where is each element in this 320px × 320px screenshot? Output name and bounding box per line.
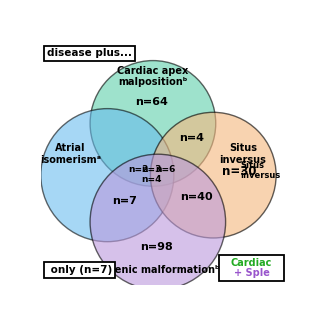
Text: disease plus...: disease plus... [47,48,132,58]
Text: n=3: n=3 [141,165,162,174]
Circle shape [41,108,174,242]
FancyBboxPatch shape [220,255,284,281]
Text: n=4: n=4 [141,175,162,184]
Text: n=2: n=2 [128,165,148,174]
Circle shape [150,112,276,238]
Text: n=4: n=4 [179,133,204,143]
Text: n=6: n=6 [156,165,176,174]
Text: Situs: Situs [240,161,264,170]
Text: only (n=7): only (n=7) [47,265,112,275]
Text: n=98: n=98 [140,242,173,252]
Text: Splenic malformationᵇ: Splenic malformationᵇ [97,265,219,275]
Circle shape [90,154,226,290]
Text: n=30: n=30 [222,165,256,178]
Text: Cardiac apex
malpositionᵇ: Cardiac apex malpositionᵇ [117,66,188,87]
Text: n=7: n=7 [112,196,137,206]
Text: + Sple: + Sple [234,268,269,278]
Text: n=40: n=40 [180,192,213,202]
Text: Situs
inversus: Situs inversus [220,143,266,165]
Text: n=64: n=64 [135,98,168,108]
Circle shape [90,60,216,186]
Text: Atrial
isomerismᵃ: Atrial isomerismᵃ [40,143,101,165]
Text: Cardiac: Cardiac [231,259,272,268]
Text: inversus: inversus [240,171,281,180]
